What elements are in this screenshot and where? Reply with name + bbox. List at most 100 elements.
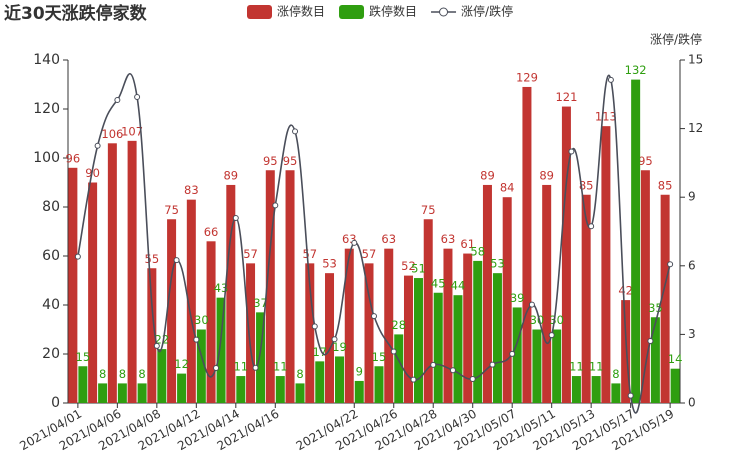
bar: [542, 184, 552, 403]
bar: [532, 329, 542, 403]
bar: [492, 273, 502, 403]
data-label: 85: [658, 178, 673, 192]
data-label: 12: [174, 357, 189, 371]
bar: [413, 278, 423, 403]
line-point: [134, 94, 141, 101]
bar: [107, 143, 117, 404]
data-label: 11: [569, 360, 584, 374]
bar: [167, 219, 177, 403]
line-point: [193, 336, 200, 343]
line-point: [371, 313, 377, 320]
bar: [473, 260, 483, 403]
bar: [660, 194, 670, 403]
data-label: 22: [155, 333, 170, 347]
chart-title: 近30天涨跌停家数: [4, 3, 148, 24]
line-point: [114, 97, 121, 104]
bar: [374, 366, 384, 403]
data-label: 39: [510, 291, 525, 305]
data-label: 89: [539, 168, 554, 182]
bar: [364, 263, 374, 403]
bar: [325, 273, 335, 403]
data-label: 89: [480, 168, 495, 182]
data-label: 45: [431, 276, 446, 290]
line-point: [647, 338, 654, 345]
bar: [561, 106, 571, 404]
legend-swatch: [339, 5, 365, 19]
data-label: 53: [490, 257, 505, 271]
line-point: [430, 361, 437, 368]
line-point: [509, 350, 516, 357]
data-label: 121: [555, 90, 577, 104]
bar: [177, 373, 187, 403]
legend-item: 跌停数目: [339, 4, 417, 19]
data-label: 8: [612, 367, 619, 381]
data-label: 14: [668, 352, 683, 366]
line-point: [94, 142, 101, 149]
data-label: 106: [101, 127, 123, 141]
data-label: 113: [595, 110, 617, 124]
line-point: [489, 361, 496, 368]
data-label: 89: [223, 168, 238, 182]
bar: [354, 380, 364, 403]
bar: [591, 376, 601, 403]
bar: [423, 219, 433, 403]
legend-item: 涨停/跌停: [431, 4, 513, 19]
line-point: [469, 375, 476, 382]
bar: [275, 376, 285, 403]
bar: [403, 275, 413, 403]
data-label: 75: [164, 203, 179, 217]
line-point: [232, 215, 239, 222]
bar: [453, 295, 463, 403]
y2-tick-label: 9: [688, 190, 696, 204]
line-point: [667, 261, 674, 268]
line-point: [449, 367, 456, 374]
bar: [88, 182, 98, 403]
bar: [147, 268, 157, 403]
bar: [186, 199, 196, 403]
line-point: [292, 128, 299, 135]
line-point: [272, 202, 279, 209]
line-point: [351, 239, 358, 246]
line-point: [252, 364, 259, 371]
data-label: 132: [625, 63, 647, 77]
bar: [226, 184, 236, 403]
legend-label: 涨停/跌停: [461, 4, 513, 19]
bar: [285, 170, 295, 403]
line-point: [390, 348, 397, 355]
data-label: 30: [530, 313, 545, 327]
data-label: 11: [273, 360, 288, 374]
data-label: 8: [138, 367, 145, 381]
data-label: 95: [263, 154, 278, 168]
data-label: 28: [391, 318, 406, 332]
bar: [631, 79, 641, 403]
line-point: [528, 301, 535, 308]
line-point: [548, 332, 555, 339]
y-tick-label: 80: [42, 199, 60, 215]
line-point: [331, 336, 338, 343]
y-tick-label: 60: [42, 248, 60, 264]
bar: [236, 376, 246, 403]
bar: [216, 297, 226, 403]
bar: [601, 126, 611, 404]
legend-label: 跌停数目: [369, 4, 417, 19]
y-tick-label: 40: [42, 297, 60, 313]
line-point: [588, 223, 595, 230]
bar: [117, 383, 127, 403]
line-point: [213, 365, 220, 372]
data-label: 95: [283, 154, 298, 168]
data-label: 84: [500, 181, 515, 195]
bar: [344, 248, 354, 403]
data-label: 58: [470, 244, 485, 258]
data-label: 44: [451, 279, 466, 293]
bar: [650, 317, 660, 403]
data-label: 85: [579, 178, 594, 192]
y2-axis-title: 涨停/跌停: [650, 32, 702, 47]
data-label: 8: [99, 367, 106, 381]
data-label: 57: [302, 247, 317, 261]
bar: [246, 263, 256, 403]
bar: [127, 140, 137, 403]
y-tick-label: 140: [33, 52, 60, 68]
data-label: 95: [638, 154, 653, 168]
bar: [512, 307, 522, 403]
